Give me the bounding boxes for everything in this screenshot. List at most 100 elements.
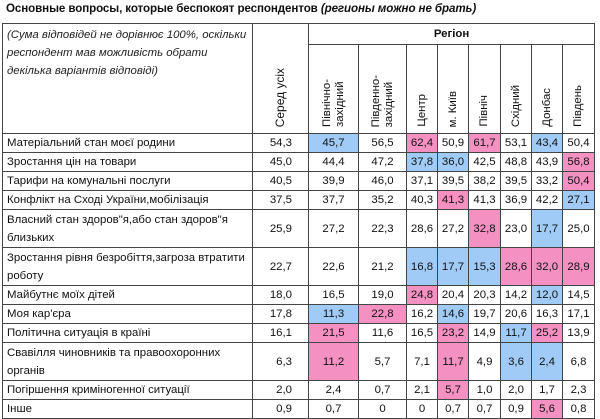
region-value: 4,9 (468, 342, 501, 381)
region-value-low: 43,4 (531, 133, 563, 153)
region-value: 7,1 (406, 342, 438, 381)
region-value-high: 61,7 (468, 133, 501, 153)
region-value-high: 11,2 (308, 342, 359, 381)
row-label: Свавілля чиновників та правоохоронних ор… (2, 342, 253, 381)
table-row: Зростання цін на товари 45,0 44,4 47,2 37,8 3… (2, 152, 596, 172)
region-value: 0,7 (358, 380, 407, 400)
overall-value: 37,5 (252, 190, 309, 210)
region-value-low: 45,7 (308, 133, 359, 153)
region-value-high: 50,4 (561, 171, 596, 191)
region-value: 38,2 (468, 171, 501, 191)
region-value-high: 28,9 (561, 247, 596, 286)
region-value-low: 16,8 (406, 247, 438, 286)
region-value-high: 23,2 (437, 323, 469, 343)
table-row: Тарифи на комунальні послуги 40,5 39,9 46,0… (2, 171, 596, 191)
region-value: 2,0 (500, 380, 532, 400)
region-value-low: 17,7 (531, 209, 563, 248)
overall-value: 2,0 (252, 380, 309, 400)
overall-value: 22,7 (252, 247, 309, 286)
title-main: Основные вопросы, которые беспокоят респ… (6, 2, 321, 15)
table-note: (Сума відповідей не дорівнює 100%, оскіл… (2, 23, 253, 134)
overall-value: 45,0 (252, 152, 309, 172)
region-value: 0 (406, 399, 438, 419)
table-row: Власний стан здоров"я,або стан здоров"я … (2, 209, 596, 248)
region-value-low: 14,6 (437, 304, 469, 324)
region-value: 17,1 (561, 304, 596, 324)
region-value: 25,0 (561, 209, 596, 248)
overall-value: 16,1 (252, 323, 309, 343)
region-value: 39,5 (437, 171, 469, 191)
region-value-low: 37,8 (406, 152, 438, 172)
region-value-low: 15,3 (468, 247, 501, 286)
region-value: 0,8 (561, 399, 596, 419)
page-title: Основные вопросы, которые беспокоят респ… (6, 2, 476, 15)
overall-header: Серед усіх (252, 23, 309, 134)
table-row: Інше 0,9 0,7 0 0 0,7 0,7 0,9 5,6 0,8 (2, 399, 596, 419)
overall-value: 54,3 (252, 133, 309, 153)
region-column-header: Східний (500, 44, 532, 134)
region-value: 16,5 (406, 323, 438, 343)
region-value: 0,7 (468, 399, 501, 419)
overall-value: 17,8 (252, 304, 309, 324)
row-label: Інше (2, 399, 253, 419)
region-value-high: 25,2 (531, 323, 563, 343)
region-value: 41,3 (468, 190, 501, 210)
region-column-header: Південно- західний (358, 44, 407, 134)
region-column-header: Донбас (531, 44, 563, 134)
overall-value: 40,5 (252, 171, 309, 191)
region-value-low: 36,0 (437, 152, 469, 172)
region-value: 20,4 (437, 285, 469, 305)
region-value-high: 24,8 (406, 285, 438, 305)
region-value-low: 11,3 (308, 304, 359, 324)
overall-value: 18,0 (252, 285, 309, 305)
row-label: Політична ситуація в країні (2, 323, 253, 343)
region-value: 35,2 (358, 190, 407, 210)
region-value-high: 28,6 (500, 247, 532, 286)
region-value: 2,1 (406, 380, 438, 400)
region-value-high: 21,5 (308, 323, 359, 343)
region-value: 20,6 (500, 304, 532, 324)
region-value: 22,3 (358, 209, 407, 248)
table-row: Погіршення криміногенної ситуації 2,0 2,4 0… (2, 380, 596, 400)
region-value: 16,3 (531, 304, 563, 324)
table-row: Матеріальний стан моєї родини 54,3 45,7 56,… (2, 133, 596, 153)
region-value: 37,1 (406, 171, 438, 191)
region-value: 39,9 (308, 171, 359, 191)
region-value: 0,9 (500, 399, 532, 419)
region-value-high: 41,3 (437, 190, 469, 210)
region-value: 37,7 (308, 190, 359, 210)
table-row: Політична ситуація в країні 16,1 21,5 11,6 1… (2, 323, 596, 343)
region-value: 42,2 (531, 190, 563, 210)
region-value: 36,9 (500, 190, 532, 210)
region-value-low: 12,0 (531, 285, 563, 305)
region-value: 47,2 (358, 152, 407, 172)
region-value: 14,9 (468, 323, 501, 343)
region-value: 22,6 (308, 247, 359, 286)
overall-value: 25,9 (252, 209, 309, 248)
region-column-header: Північно- західний (308, 44, 359, 134)
region-value: 21,2 (358, 247, 407, 286)
region-value: 0,7 (308, 399, 359, 419)
region-column-header: Центр (406, 44, 438, 134)
region-value: 50,4 (561, 133, 596, 153)
region-value: 39,5 (500, 171, 532, 191)
region-column-header: Північ (468, 44, 501, 134)
region-value-high: 62,4 (406, 133, 438, 153)
table-row: Зростання рівня безробіття,загроза втрат… (2, 247, 596, 286)
region-value: 6,8 (561, 342, 596, 381)
region-value: 14,5 (561, 285, 596, 305)
region-value-high: 22,8 (358, 304, 407, 324)
row-label: Конфлікт на Сході України,мобілізація (2, 190, 253, 210)
region-value: 43,9 (531, 152, 563, 172)
row-label: Погіршення криміногенної ситуації (2, 380, 253, 400)
region-column-header: м. Київ (437, 44, 469, 134)
region-value: 53,1 (500, 133, 532, 153)
row-label: Власний стан здоров"я,або стан здоров"я … (2, 209, 253, 248)
region-value: 48,8 (500, 152, 532, 172)
region-value: 56,5 (358, 133, 407, 153)
row-label: Зростання рівня безробіття,загроза втрат… (2, 247, 253, 286)
region-value: 2,3 (561, 380, 596, 400)
region-value: 16,5 (308, 285, 359, 305)
region-value: 19,7 (468, 304, 501, 324)
region-value: 27,2 (437, 209, 469, 248)
